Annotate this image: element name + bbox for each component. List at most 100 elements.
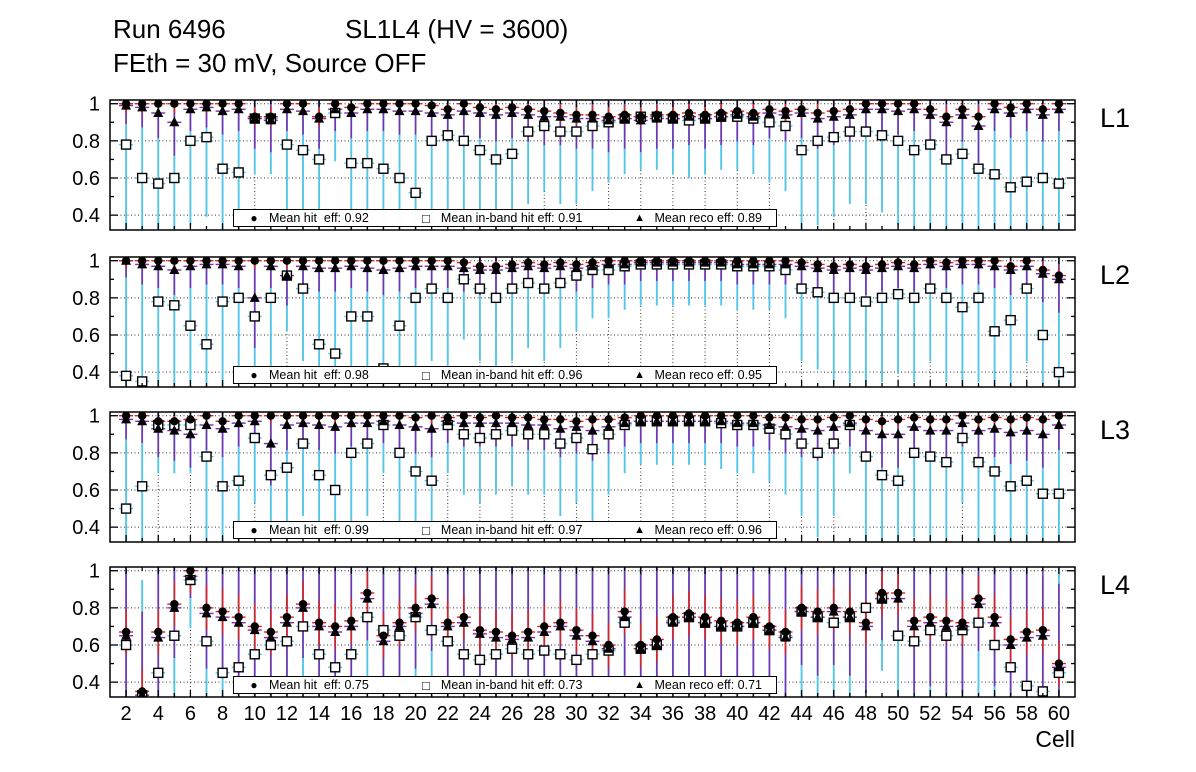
open-square-icon: □ (421, 677, 430, 693)
title-line-1: Run 6496 SL1L4 (HV = 3600) (113, 12, 568, 46)
panel-L4: 0.40.60.812 4 6 8 10 12 14 16 18 20 22 24 26 28 30 32 34… (72, 561, 1076, 725)
legend-hit-label: Mean hit eff: 0.98 (269, 368, 369, 382)
legend-hit-item: ● Mean hit eff: 0.75 (248, 678, 368, 692)
legend-hit-item: ● Mean hit eff: 0.92 (248, 211, 369, 225)
y-tick-label: 0.4 (72, 205, 100, 227)
plot-title-block: Run 6496 SL1L4 (HV = 3600) FEth = 30 mV, … (113, 12, 568, 80)
x-tick-label: 54 (951, 703, 973, 725)
layer-label-l2: L2 (1100, 260, 1131, 290)
legend-hit-item: ● Mean hit eff: 0.99 (248, 523, 369, 537)
y-tick-label: 1 (89, 94, 100, 116)
legend-reco-label: Mean reco eff: 0.71 (654, 678, 762, 692)
series-L4 (119, 567, 1066, 697)
filled-circle-icon: ● (250, 678, 258, 692)
open-square-icon: □ (421, 367, 430, 383)
x-tick-label: 24 (469, 703, 491, 725)
legend-reco-item: ▲ Mean reco eff: 0.96 (634, 523, 762, 537)
x-tick-label: 20 (404, 703, 426, 725)
open-square-icon: □ (421, 522, 430, 538)
y-tick-label: 0.6 (72, 635, 100, 657)
filled-triangle-icon: ▲ (634, 212, 645, 224)
superlayer-label: SL1L4 (HV = 3600) (345, 14, 569, 44)
x-tick-label: 14 (308, 703, 330, 725)
x-tick-label: 60 (1048, 703, 1070, 725)
y-tick-label: 1 (89, 251, 100, 273)
y-tick-label: 0.8 (72, 131, 100, 153)
legend-inband-label: Mean in-band hit eff: 0.91 (440, 211, 583, 225)
x-tick-label: 44 (790, 703, 812, 725)
legend-hit-item: ● Mean hit eff: 0.98 (248, 368, 369, 382)
filled-circle-icon: ● (250, 523, 258, 537)
legend-l2: ● Mean hit eff: 0.98 □ Mean in-band hit ef… (233, 366, 777, 384)
y-tick-label: 0.8 (72, 288, 100, 310)
x-tick-label: 58 (1016, 703, 1038, 725)
y-tick-label: 0.4 (72, 672, 100, 694)
x-axis-title: Cell (1035, 726, 1075, 752)
y-tick-label: 0.6 (72, 480, 100, 502)
legend-inband-label: Mean in-band hit eff: 0.73 (440, 678, 583, 692)
x-tick-label: 6 (185, 703, 196, 725)
series-L3 (119, 412, 1066, 542)
legend-inband-label: Mean in-band hit eff: 0.96 (440, 368, 583, 382)
x-tick-label: 48 (855, 703, 877, 725)
filled-circle-icon: ● (250, 368, 258, 382)
x-tick-label: 2 (121, 703, 132, 725)
x-tick-label: 16 (340, 703, 362, 725)
x-tick-label: 52 (919, 703, 941, 725)
legend-hit-label: Mean hit eff: 0.92 (269, 211, 369, 225)
legend-inband-item: □ Mean in-band hit eff: 0.96 (420, 367, 583, 383)
y-tick-label: 0.6 (72, 168, 100, 190)
legend-reco-label: Mean reco eff: 0.89 (654, 211, 762, 225)
y-tick-label: 1 (89, 406, 100, 428)
title-line-2: FEth = 30 mV, Source OFF (113, 48, 427, 78)
legend-l3: ● Mean hit eff: 0.99 □ Mean in-band hit ef… (233, 521, 777, 539)
legend-reco-item: ▲ Mean reco eff: 0.71 (634, 678, 762, 692)
x-tick-label: 40 (726, 703, 748, 725)
x-tick-label: 26 (501, 703, 523, 725)
legend-inband-item: □ Mean in-band hit eff: 0.97 (420, 522, 583, 538)
x-tick-label: 28 (533, 703, 555, 725)
legend-l1: ● Mean hit eff: 0.92 □ Mean in-band hit ef… (233, 209, 777, 227)
filled-circle-icon: ● (250, 211, 258, 225)
x-tick-label: 30 (565, 703, 587, 725)
x-tick-label: 10 (244, 703, 266, 725)
y-tick-label: 0.4 (72, 517, 100, 539)
legend-inband-label: Mean in-band hit eff: 0.97 (440, 523, 583, 537)
layer-label-l3: L3 (1100, 415, 1131, 445)
x-tick-label: 36 (662, 703, 684, 725)
legend-reco-item: ▲ Mean reco eff: 0.95 (634, 368, 762, 382)
y-tick-label: 0.8 (72, 598, 100, 620)
x-tick-label: 56 (983, 703, 1005, 725)
x-tick-label: 18 (372, 703, 394, 725)
series-L2 (119, 257, 1066, 387)
x-tick-label: 8 (217, 703, 228, 725)
x-tick-label: 32 (597, 703, 619, 725)
filled-triangle-icon: ▲ (634, 369, 645, 381)
panel-L1: 0.4 0.6 0.8 1 (72, 94, 1076, 231)
legend-inband-item: □ Mean in-band hit eff: 0.73 (420, 677, 583, 693)
x-tick-label: 22 (437, 703, 459, 725)
x-tick-label: 46 (823, 703, 845, 725)
y-tick-label: 0.8 (72, 443, 100, 465)
legend-inband-item: □ Mean in-band hit eff: 0.91 (420, 210, 583, 226)
open-square-icon: □ (421, 210, 430, 226)
series-L1 (119, 100, 1066, 230)
layer-label-l1: L1 (1100, 103, 1131, 133)
filled-triangle-icon: ▲ (634, 524, 645, 536)
legend-reco-item: ▲ Mean reco eff: 0.89 (634, 211, 762, 225)
run-number-label: Run 6496 (113, 14, 226, 44)
filled-triangle-icon: ▲ (634, 679, 645, 691)
legend-hit-label: Mean hit eff: 0.99 (269, 523, 369, 537)
x-tick-label: 42 (758, 703, 780, 725)
x-tick-label: 34 (630, 703, 652, 725)
legend-reco-label: Mean reco eff: 0.96 (654, 523, 762, 537)
legend-reco-label: Mean reco eff: 0.95 (654, 368, 762, 382)
legend-l4: ● Mean hit eff: 0.75 □ Mean in-band hit ef… (233, 676, 777, 694)
panel-L3: 0.4 0.6 0.8 1 (72, 406, 1076, 543)
x-tick-label: 4 (153, 703, 164, 725)
y-tick-label: 0.6 (72, 325, 100, 347)
y-tick-label: 1 (89, 561, 100, 583)
x-tick-label: 38 (694, 703, 716, 725)
x-tick-label: 50 (887, 703, 909, 725)
